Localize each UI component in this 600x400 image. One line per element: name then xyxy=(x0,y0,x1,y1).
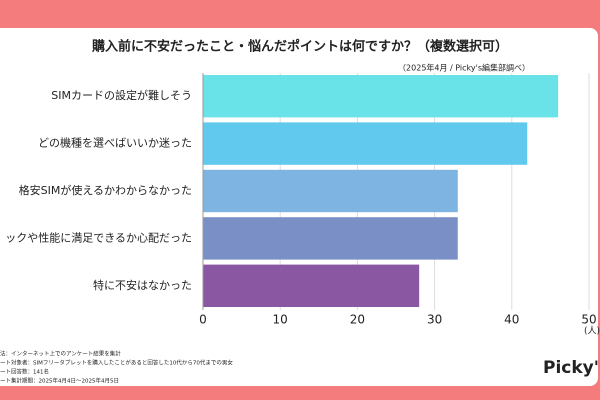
x-tick-label: 40 xyxy=(504,313,519,327)
x-tick-label: 30 xyxy=(427,313,442,327)
chart-subtitle: （2025年4月 / Picky's編集部調べ） xyxy=(398,63,530,73)
footnote: ート回答数：141名 xyxy=(0,368,49,376)
bar xyxy=(203,169,458,213)
x-tick-label: 50 xyxy=(581,313,596,327)
footnote: ート集計期間：2025年4月4日〜2025年4月5日 xyxy=(0,377,119,385)
x-tick-label: 20 xyxy=(350,313,365,327)
y-tick-label: 特に不安はなかった xyxy=(93,278,192,292)
bar xyxy=(203,264,420,307)
bar xyxy=(203,122,528,165)
x-axis-label: (人) xyxy=(584,326,600,337)
y-tick-label: ックや性能に満足できるか心配だった xyxy=(5,230,192,244)
x-tick-label: 0 xyxy=(199,313,207,327)
brand-logo: Picky's xyxy=(543,358,600,378)
chart-title: 購入前に不安だったこと・悩んだポイントは何ですか？（複数選択可） xyxy=(91,39,508,55)
bar xyxy=(203,217,458,260)
footnote: ート対象者：SIMフリータブレットを購入したことがあると回答した10代から70代… xyxy=(0,359,233,367)
x-tick-label: 10 xyxy=(273,313,288,327)
y-tick-label: 格安SIMが使えるかわからなかった xyxy=(19,183,192,197)
y-tick-label: SIMカードの設定が難しそう xyxy=(51,88,192,102)
y-tick-label: どの機種を選べばいいか迷った xyxy=(38,136,192,150)
bar xyxy=(203,75,559,118)
footnote: 法：インターネット上でのアンケート結果を集計 xyxy=(0,350,121,358)
